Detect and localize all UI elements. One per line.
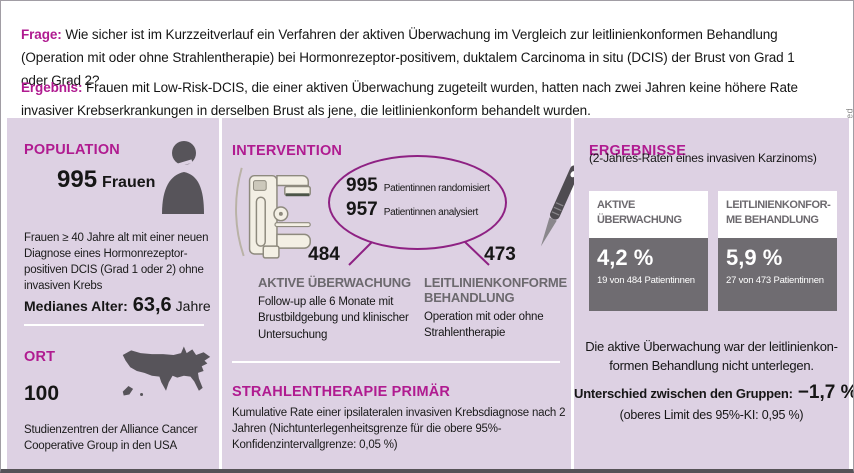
randomized-label: Patientinnen randomisiert [383,183,490,194]
ergebnis-text: Frauen mit Low-Risk-DCIS, die einer akti… [21,79,798,118]
result-card-active-surveillance: AKTIVE ÜBERWACHUNG 4,2 % 19 von 484 Pati… [589,191,708,311]
difference-label: Unterschied zwischen den Gruppen: [574,386,793,401]
main-panels: POPULATION 995 Frauen Frauen ≥ 40 Jahre a… [1,118,853,469]
analyzed-row: 957 Patientinnen analysiert [346,198,490,222]
card1-title-line1: AKTIVE [597,199,635,211]
population-panel: POPULATION 995 Frauen Frauen ≥ 40 Jahre a… [7,118,219,469]
card2-title-line2: ME BEHANDLUNG [726,213,819,226]
result-line: Ergebnis: Frauen mit Low-Risk-DCIS, die … [21,76,823,122]
population-divider [24,324,204,326]
endpoint-title: STRAHLENTHERAPIE PRIMÄR [232,384,451,401]
card1-title-line2: ÜBERWACHUNG [597,213,682,226]
group-difference: Unterschied zwischen den Gruppen: −1,7 % [574,382,853,404]
results-panel: ERGEBNISSE (2-Jahres-Raten eines invasiv… [574,118,853,469]
summary-header: Frage: Wie sicher ist im Kurzzeitverlauf… [1,1,853,172]
ort-title: ORT [24,349,56,366]
arm2-block: LEITLINIENKONFORME BEHANDLUNG Operation … [424,275,568,342]
median-age-value: 63,6 [132,294,172,316]
confidence-interval-note: (oberes Limit des 95%-KI: 0,95 %) [619,408,804,422]
arm2-description: Operation mit oder ohne Strahlentherapie [424,311,544,340]
population-count-unit: Frauen [102,174,156,191]
population-count-number: 995 [57,166,98,193]
frage-text: Wie sicher ist im Kurzzeitverlauf ein Ve… [21,26,795,88]
result-card-guideline-treatment: LEITLINIENKONFOR- ME BEHANDLUNG 5,9 % 27… [718,191,837,311]
arm2-count: 473 [484,244,516,265]
median-age: Medianes Alter: 63,6 Jahre [24,294,211,317]
card2-rate: 5,9 % [726,245,783,270]
median-age-label: Medianes Alter: [24,298,128,314]
scalpel-icon [540,165,579,247]
card1-rate: 4,2 % [597,245,654,270]
ergebnis-label: Ergebnis: [21,79,83,95]
population-description: Frauen ≥ 40 Jahre alt mit einer neuen Di… [24,231,209,293]
card1-value: 4,2 % 19 von 484 Patientinnen [589,238,708,311]
card2-detail: 27 von 473 Patientinnen [726,275,824,286]
arm1-title: AKTIVE ÜBERWACHUNG [258,275,411,290]
analyzed-label: Patientinnen analysiert [383,207,479,218]
arm1-count: 484 [308,244,340,265]
card2-header: LEITLINIENKONFOR- ME BEHANDLUNG [718,191,837,238]
person-icon [162,141,204,214]
conclusion-line2: formen Behandlung nicht unterlegen. [609,357,814,373]
population-title: POPULATION [24,142,120,159]
usa-map-icon [122,346,211,397]
arm1-block: AKTIVE ÜBERWACHUNG Follow-up alle 6 Mona… [258,275,414,343]
card1-header: AKTIVE ÜBERWACHUNG [589,191,708,238]
arm1-description: Follow-up alle 6 Monate mit Brustbildgeb… [258,296,409,341]
mammography-machine-icon [235,167,311,259]
randomization-counts: 995 Patientinnen randomisiert 957 Patienti… [346,174,490,222]
branch-connector-lines [348,241,490,266]
randomized-row: 995 Patientinnen randomisiert [346,174,490,198]
frage-label: Frage: [21,26,62,42]
analyzed-count: 957 [346,199,378,220]
difference-value: −1,7 % [797,382,854,403]
results-title: ERGEBNISSE [589,143,687,160]
randomized-count: 995 [346,175,378,196]
conclusion-line1: Die aktive Überwachung war der leitlinie… [585,339,838,354]
card2-value: 5,9 % 27 von 473 Patientinnen [718,238,837,311]
randomization-ellipse [328,155,507,250]
arm2-title: LEITLINIENKONFORME BEHANDLUNG [424,275,568,305]
population-count: 995 Frauen [57,166,155,194]
card2-title-line1: LEITLINIENKONFOR- [726,199,831,211]
median-age-unit: Jahre [175,298,211,314]
intervention-divider [232,361,560,363]
centers-count: 100 [24,382,60,405]
centers-text: Studienzentren der Alliance Cancer Coope… [24,423,198,452]
conclusion-text: Die aktive Überwachung war der leitlinie… [578,338,845,376]
intervention-title: INTERVENTION [232,143,343,160]
endpoint-text: Kumulative Rate einer ipsilateralen inva… [232,406,566,452]
question-line: Frage: Wie sicher ist im Kurzzeitverlauf… [21,23,823,93]
intervention-panel: INTERVENTION 995 Patientinnen randomisier… [222,118,579,469]
results-subtitle: (2-Jahres-Raten eines invasiven Karzinom… [589,151,817,165]
card1-detail: 19 von 484 Patientinnen [597,275,695,286]
